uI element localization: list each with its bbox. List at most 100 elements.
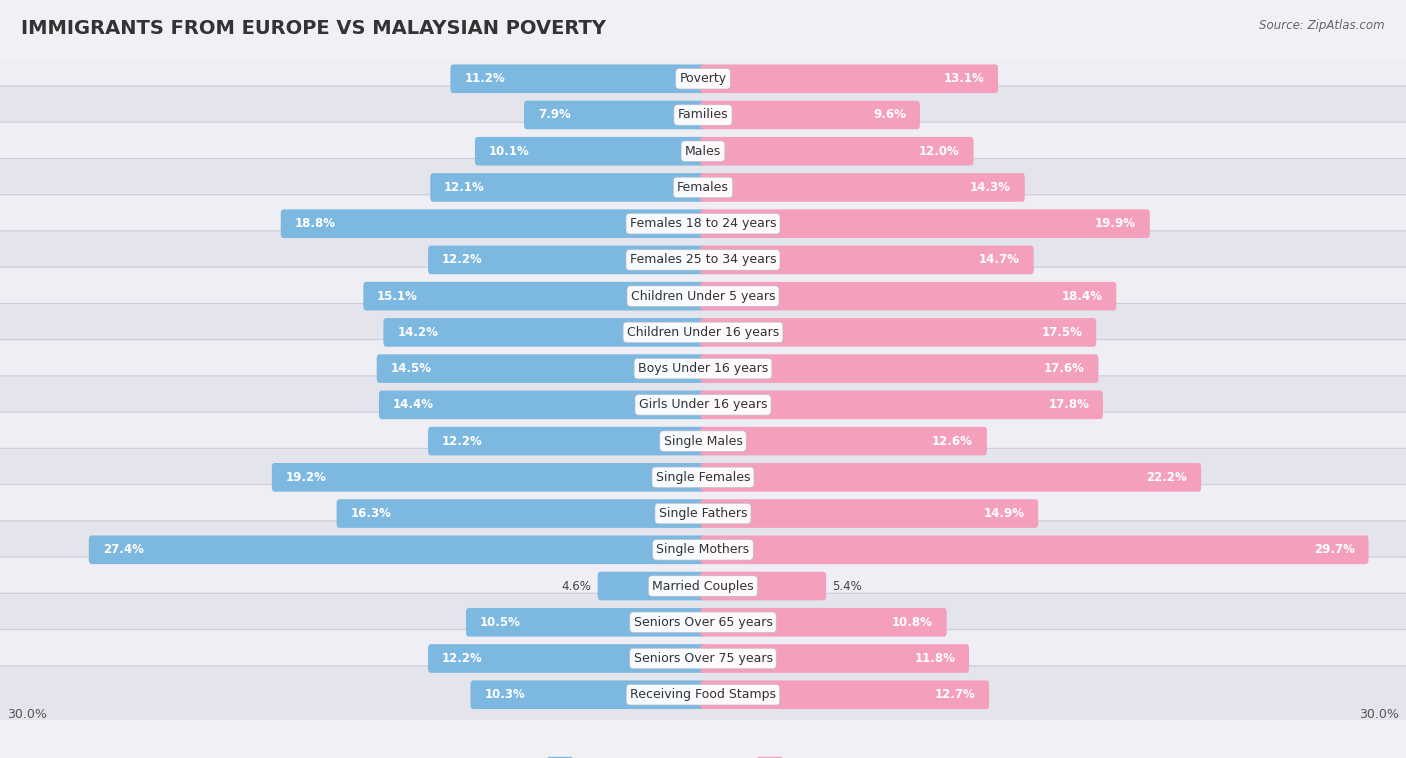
Text: Single Males: Single Males — [664, 434, 742, 447]
Text: 14.3%: 14.3% — [970, 181, 1011, 194]
FancyBboxPatch shape — [0, 557, 1406, 615]
Text: 17.6%: 17.6% — [1043, 362, 1084, 375]
FancyBboxPatch shape — [700, 681, 988, 709]
Text: Receiving Food Stamps: Receiving Food Stamps — [630, 688, 776, 701]
Text: 19.2%: 19.2% — [285, 471, 326, 484]
Text: Children Under 5 years: Children Under 5 years — [631, 290, 775, 302]
Text: 16.3%: 16.3% — [350, 507, 391, 520]
Text: 22.2%: 22.2% — [1146, 471, 1187, 484]
FancyBboxPatch shape — [0, 629, 1406, 688]
Text: 11.8%: 11.8% — [914, 652, 955, 665]
FancyBboxPatch shape — [0, 86, 1406, 144]
FancyBboxPatch shape — [336, 500, 706, 528]
FancyBboxPatch shape — [0, 521, 1406, 579]
Text: Females 18 to 24 years: Females 18 to 24 years — [630, 218, 776, 230]
Text: Children Under 16 years: Children Under 16 years — [627, 326, 779, 339]
Text: 13.1%: 13.1% — [943, 72, 984, 85]
FancyBboxPatch shape — [427, 246, 706, 274]
FancyBboxPatch shape — [700, 173, 1025, 202]
FancyBboxPatch shape — [700, 246, 1033, 274]
FancyBboxPatch shape — [0, 484, 1406, 543]
Text: 19.9%: 19.9% — [1095, 218, 1136, 230]
Text: Girls Under 16 years: Girls Under 16 years — [638, 399, 768, 412]
FancyBboxPatch shape — [0, 594, 1406, 651]
Text: IMMIGRANTS FROM EUROPE VS MALAYSIAN POVERTY: IMMIGRANTS FROM EUROPE VS MALAYSIAN POVE… — [21, 19, 606, 38]
Text: 10.1%: 10.1% — [489, 145, 530, 158]
Text: 10.8%: 10.8% — [891, 615, 932, 629]
FancyBboxPatch shape — [0, 303, 1406, 362]
Text: 7.9%: 7.9% — [538, 108, 571, 121]
FancyBboxPatch shape — [700, 427, 987, 456]
FancyBboxPatch shape — [0, 158, 1406, 217]
Text: Single Mothers: Single Mothers — [657, 543, 749, 556]
FancyBboxPatch shape — [700, 282, 1116, 311]
Text: 15.1%: 15.1% — [377, 290, 418, 302]
FancyBboxPatch shape — [700, 137, 973, 165]
Text: 12.2%: 12.2% — [441, 434, 482, 447]
Text: 12.2%: 12.2% — [441, 253, 482, 266]
FancyBboxPatch shape — [271, 463, 706, 492]
Text: 5.4%: 5.4% — [832, 580, 862, 593]
FancyBboxPatch shape — [700, 318, 1097, 346]
FancyBboxPatch shape — [89, 535, 706, 564]
Text: 10.3%: 10.3% — [484, 688, 524, 701]
Text: 12.0%: 12.0% — [920, 145, 960, 158]
Text: Seniors Over 65 years: Seniors Over 65 years — [634, 615, 772, 629]
FancyBboxPatch shape — [380, 390, 706, 419]
FancyBboxPatch shape — [281, 209, 706, 238]
FancyBboxPatch shape — [0, 195, 1406, 252]
Text: 4.6%: 4.6% — [561, 580, 592, 593]
FancyBboxPatch shape — [0, 267, 1406, 325]
FancyBboxPatch shape — [0, 448, 1406, 506]
Text: Families: Families — [678, 108, 728, 121]
FancyBboxPatch shape — [700, 572, 827, 600]
Text: Single Fathers: Single Fathers — [659, 507, 747, 520]
FancyBboxPatch shape — [700, 354, 1098, 383]
Text: Source: ZipAtlas.com: Source: ZipAtlas.com — [1260, 19, 1385, 32]
Text: 18.8%: 18.8% — [295, 218, 336, 230]
Text: Poverty: Poverty — [679, 72, 727, 85]
Text: 18.4%: 18.4% — [1062, 290, 1102, 302]
FancyBboxPatch shape — [700, 64, 998, 93]
Text: 27.4%: 27.4% — [103, 543, 143, 556]
Text: Boys Under 16 years: Boys Under 16 years — [638, 362, 768, 375]
FancyBboxPatch shape — [0, 231, 1406, 289]
Text: Married Couples: Married Couples — [652, 580, 754, 593]
FancyBboxPatch shape — [598, 572, 706, 600]
Text: 30.0%: 30.0% — [7, 708, 46, 721]
FancyBboxPatch shape — [450, 64, 706, 93]
FancyBboxPatch shape — [524, 101, 706, 130]
FancyBboxPatch shape — [700, 644, 969, 673]
FancyBboxPatch shape — [465, 608, 706, 637]
Text: 10.5%: 10.5% — [479, 615, 520, 629]
FancyBboxPatch shape — [384, 318, 706, 346]
Text: 17.5%: 17.5% — [1042, 326, 1083, 339]
FancyBboxPatch shape — [0, 122, 1406, 180]
FancyBboxPatch shape — [700, 500, 1038, 528]
FancyBboxPatch shape — [475, 137, 706, 165]
Text: 14.4%: 14.4% — [392, 399, 434, 412]
FancyBboxPatch shape — [0, 50, 1406, 108]
Text: Seniors Over 75 years: Seniors Over 75 years — [634, 652, 772, 665]
Text: 30.0%: 30.0% — [1360, 708, 1399, 721]
Text: 12.6%: 12.6% — [932, 434, 973, 447]
Text: Males: Males — [685, 145, 721, 158]
FancyBboxPatch shape — [700, 209, 1150, 238]
Text: Females: Females — [678, 181, 728, 194]
FancyBboxPatch shape — [700, 535, 1368, 564]
FancyBboxPatch shape — [427, 644, 706, 673]
Text: 12.7%: 12.7% — [935, 688, 976, 701]
Legend: Immigrants from Europe, Malaysian: Immigrants from Europe, Malaysian — [543, 752, 863, 758]
FancyBboxPatch shape — [471, 681, 706, 709]
FancyBboxPatch shape — [700, 101, 920, 130]
Text: 12.1%: 12.1% — [444, 181, 485, 194]
Text: Single Females: Single Females — [655, 471, 751, 484]
FancyBboxPatch shape — [0, 412, 1406, 470]
FancyBboxPatch shape — [0, 376, 1406, 434]
Text: 9.6%: 9.6% — [873, 108, 905, 121]
FancyBboxPatch shape — [0, 666, 1406, 724]
FancyBboxPatch shape — [700, 390, 1102, 419]
Text: 14.2%: 14.2% — [398, 326, 439, 339]
FancyBboxPatch shape — [700, 608, 946, 637]
Text: 14.7%: 14.7% — [979, 253, 1019, 266]
